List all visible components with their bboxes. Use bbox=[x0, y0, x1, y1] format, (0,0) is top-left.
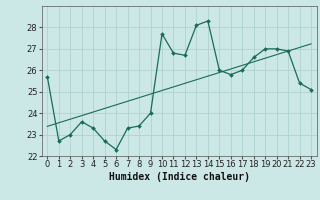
X-axis label: Humidex (Indice chaleur): Humidex (Indice chaleur) bbox=[109, 172, 250, 182]
